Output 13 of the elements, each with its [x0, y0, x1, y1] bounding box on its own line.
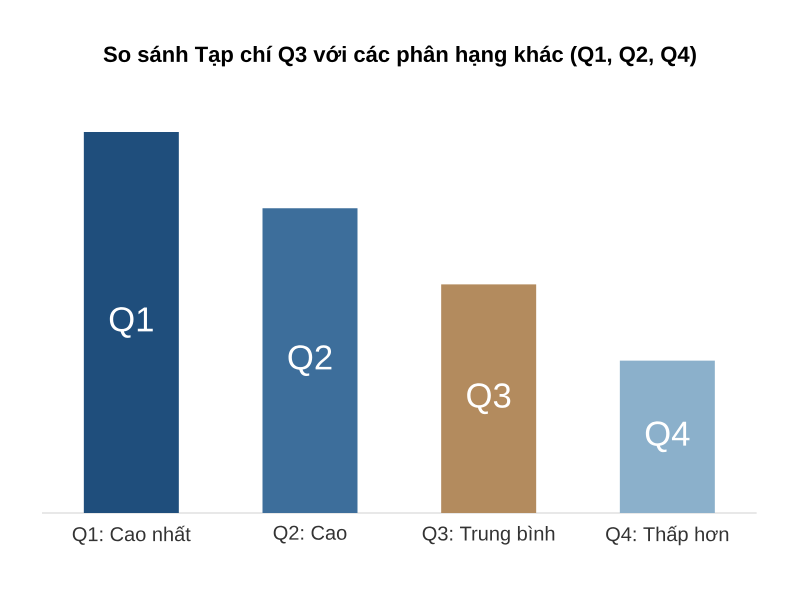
- bar: [262, 208, 358, 513]
- annotation: Q4: [646, 421, 690, 452]
- x-tick-label: Q1: Cao nhất: [72, 526, 191, 545]
- annotation: Q3: [467, 383, 510, 414]
- bar: [620, 360, 715, 513]
- x-tick-label: Q2: Cao: [274, 526, 346, 544]
- x-tick-label: Q3: Trung bình: [422, 526, 554, 545]
- annotation: Q1: [110, 307, 153, 338]
- bar: [84, 132, 179, 513]
- annotation: Q2: [288, 345, 332, 376]
- x-tick-label: Q4: Thấp hơn: [606, 526, 728, 546]
- bar: [441, 284, 536, 513]
- chart-title: So sánh Tạp chí Q3 với các phân hạng khác (Q1, Q2, Q4): [104, 45, 696, 67]
